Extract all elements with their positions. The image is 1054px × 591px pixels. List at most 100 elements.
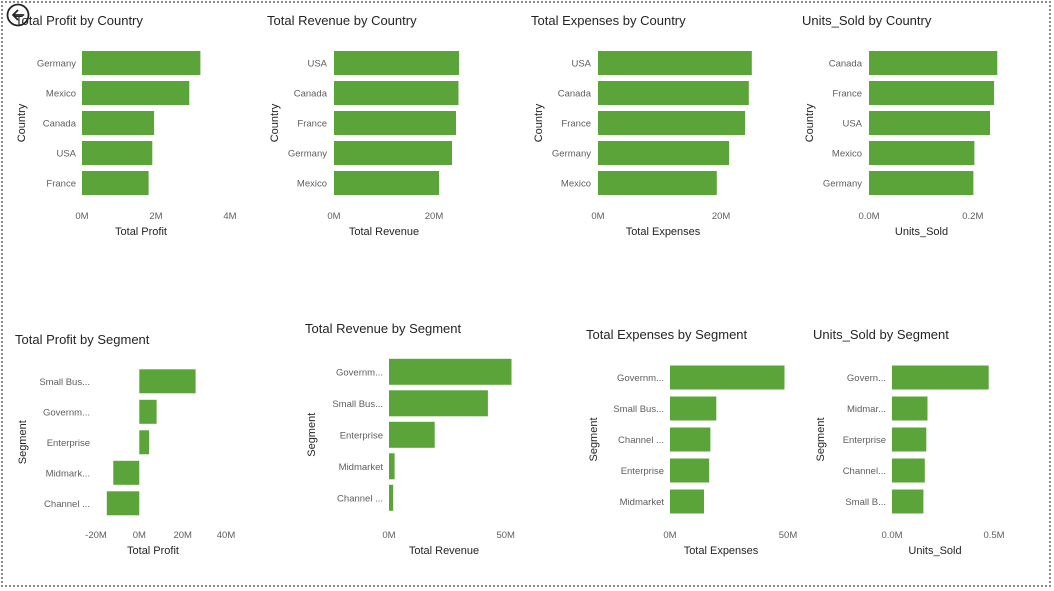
bar[interactable] bbox=[869, 111, 990, 135]
x-tick-label: 0M bbox=[327, 211, 340, 222]
back-arrow-icon bbox=[6, 3, 30, 27]
x-tick-label: 0.0M bbox=[858, 211, 879, 222]
bar[interactable] bbox=[106, 491, 140, 516]
x-tick-label: 20M bbox=[425, 211, 444, 222]
bar[interactable] bbox=[670, 396, 717, 421]
chart-title: Total Revenue by Country bbox=[267, 13, 417, 28]
bar[interactable] bbox=[82, 51, 201, 75]
bar[interactable] bbox=[82, 81, 190, 105]
bar[interactable] bbox=[139, 430, 150, 455]
category-label: Mexico bbox=[561, 179, 591, 190]
bar[interactable] bbox=[670, 427, 711, 452]
x-tick-label: 4M bbox=[223, 211, 236, 222]
bar[interactable] bbox=[892, 396, 928, 421]
x-axis-title: Total Revenue bbox=[349, 226, 419, 238]
category-label: France bbox=[832, 89, 862, 100]
bar[interactable] bbox=[670, 489, 704, 514]
bar[interactable] bbox=[389, 484, 394, 511]
y-axis-title: Segment bbox=[815, 417, 827, 461]
category-label: Canada bbox=[294, 89, 328, 100]
bar[interactable] bbox=[869, 141, 975, 165]
bar[interactable] bbox=[598, 141, 730, 165]
bar[interactable] bbox=[892, 365, 989, 390]
category-label: Enterprise bbox=[340, 430, 383, 441]
bar[interactable] bbox=[670, 458, 710, 483]
category-label: Germany bbox=[288, 149, 327, 160]
bar[interactable] bbox=[869, 81, 995, 105]
x-tick-label: -20M bbox=[85, 530, 107, 541]
bar[interactable] bbox=[334, 81, 459, 105]
bar[interactable] bbox=[598, 81, 749, 105]
bar[interactable] bbox=[139, 399, 157, 424]
category-label: Mexico bbox=[297, 179, 327, 190]
category-label: USA bbox=[307, 59, 327, 70]
bar[interactable] bbox=[892, 458, 925, 483]
category-label: Mexico bbox=[46, 89, 76, 100]
category-label: France bbox=[46, 179, 76, 190]
y-axis-title: Country bbox=[804, 103, 816, 142]
bar[interactable] bbox=[869, 51, 998, 75]
category-label: Small Bus... bbox=[613, 404, 664, 415]
bar[interactable] bbox=[892, 427, 927, 452]
chart-title: Units_Sold by Country bbox=[802, 13, 932, 28]
category-label: Germany bbox=[823, 179, 862, 190]
bar[interactable] bbox=[334, 141, 452, 165]
x-axis-title: Total Expenses bbox=[626, 226, 701, 238]
chart-title: Total Expenses by Country bbox=[531, 13, 686, 28]
category-label: Small Bus... bbox=[332, 399, 383, 410]
bar[interactable] bbox=[869, 171, 974, 195]
category-label: Midmarket bbox=[339, 462, 384, 473]
y-axis-title: Country bbox=[269, 103, 281, 142]
category-label: Midmar... bbox=[847, 404, 886, 415]
chart-title: Units_Sold by Segment bbox=[813, 327, 949, 342]
bar[interactable] bbox=[598, 51, 752, 75]
bar[interactable] bbox=[139, 369, 196, 394]
bar[interactable] bbox=[598, 111, 746, 135]
y-axis-title: Segment bbox=[588, 417, 600, 461]
bar[interactable] bbox=[389, 421, 435, 448]
bar[interactable] bbox=[598, 171, 717, 195]
y-axis-title: Country bbox=[533, 103, 545, 142]
category-label: Midmarket bbox=[620, 497, 665, 508]
category-label: Small Bus... bbox=[39, 377, 90, 388]
x-tick-label: 50M bbox=[779, 530, 798, 541]
category-label: Canada bbox=[43, 119, 77, 130]
bar[interactable] bbox=[334, 171, 439, 195]
bar[interactable] bbox=[82, 141, 153, 165]
category-label: Channel... bbox=[843, 466, 886, 477]
y-axis-title: Country bbox=[16, 103, 28, 142]
chart-title: Total Profit by Segment bbox=[15, 332, 150, 347]
x-tick-label: 0M bbox=[75, 211, 88, 222]
category-label: Enterprise bbox=[843, 435, 886, 446]
back-button[interactable] bbox=[6, 3, 30, 27]
x-tick-label: 0.5M bbox=[983, 530, 1004, 541]
category-label: Governm... bbox=[336, 367, 383, 378]
x-tick-label: 20M bbox=[712, 211, 731, 222]
bar[interactable] bbox=[670, 365, 785, 390]
bar[interactable] bbox=[892, 489, 924, 514]
x-axis-title: Total Profit bbox=[115, 226, 167, 238]
category-label: USA bbox=[842, 119, 862, 130]
bar[interactable] bbox=[82, 171, 149, 195]
bar[interactable] bbox=[334, 111, 456, 135]
y-axis-title: Segment bbox=[306, 413, 318, 457]
bar[interactable] bbox=[389, 390, 488, 417]
chart-title: Total Expenses by Segment bbox=[586, 327, 748, 342]
bar[interactable] bbox=[334, 51, 459, 75]
bar[interactable] bbox=[389, 358, 512, 385]
x-tick-label: 50M bbox=[496, 530, 515, 541]
bar[interactable] bbox=[82, 111, 155, 135]
x-tick-label: 0M bbox=[133, 530, 146, 541]
x-tick-label: 0M bbox=[663, 530, 676, 541]
bar[interactable] bbox=[389, 453, 395, 480]
x-axis-title: Units_Sold bbox=[908, 545, 961, 557]
category-label: Channel ... bbox=[337, 493, 383, 504]
bar[interactable] bbox=[113, 460, 140, 485]
x-tick-label: 0M bbox=[591, 211, 604, 222]
